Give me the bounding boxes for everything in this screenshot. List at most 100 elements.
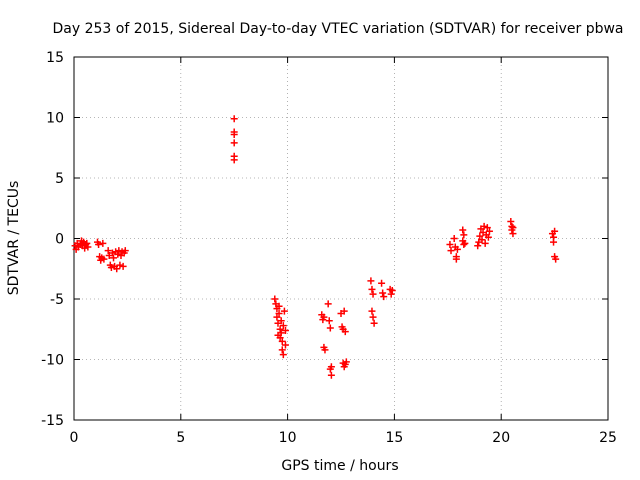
data-point bbox=[447, 247, 455, 255]
y-tick-label: 5 bbox=[55, 171, 64, 187]
data-point bbox=[484, 233, 492, 241]
data-point bbox=[387, 290, 395, 298]
data-point bbox=[324, 300, 332, 308]
x-tick-label: 5 bbox=[176, 430, 185, 446]
y-axis-label: SDTVAR / TECUs bbox=[6, 181, 22, 296]
x-axis-label: GPS time / hours bbox=[281, 458, 398, 474]
data-point bbox=[84, 243, 92, 251]
data-point bbox=[367, 277, 375, 285]
data-point bbox=[341, 328, 349, 336]
data-point bbox=[388, 287, 396, 295]
data-point bbox=[459, 226, 467, 234]
data-point bbox=[230, 115, 238, 123]
data-point bbox=[277, 329, 285, 337]
data-point bbox=[369, 290, 377, 298]
x-tick-label: 0 bbox=[70, 430, 79, 446]
y-tick-label: 0 bbox=[55, 232, 64, 248]
data-point bbox=[478, 236, 486, 244]
data-point bbox=[342, 358, 350, 366]
x-tick-label: 10 bbox=[279, 430, 297, 446]
data-point bbox=[340, 307, 348, 315]
x-axis-ticks: 0 5 10 15 20 25 bbox=[70, 57, 617, 446]
data-point bbox=[100, 255, 108, 263]
data-point bbox=[107, 264, 115, 272]
data-point bbox=[81, 244, 89, 252]
data-point bbox=[326, 324, 334, 332]
data-point bbox=[277, 317, 285, 325]
data-point bbox=[279, 322, 287, 330]
data-point bbox=[551, 227, 559, 235]
data-point bbox=[370, 319, 378, 327]
data-point bbox=[108, 249, 116, 257]
data-point bbox=[121, 247, 129, 255]
data-point bbox=[327, 371, 335, 379]
grid-lines bbox=[74, 57, 608, 420]
data-point bbox=[369, 313, 377, 321]
data-point bbox=[483, 224, 491, 232]
data-point bbox=[275, 310, 283, 318]
data-point bbox=[271, 295, 279, 303]
data-point bbox=[320, 313, 328, 321]
data-point bbox=[281, 326, 289, 334]
y-axis-ticks: -15 -10 -5 0 5 10 15 bbox=[41, 50, 608, 429]
data-point bbox=[476, 232, 484, 240]
y-tick-label: 10 bbox=[46, 111, 64, 127]
y-tick-label: 15 bbox=[46, 50, 64, 66]
data-point bbox=[280, 307, 288, 315]
data-point bbox=[552, 255, 560, 263]
chart-title: Day 253 of 2015, Sidereal Day-to-day VTE… bbox=[52, 21, 623, 37]
data-point bbox=[83, 239, 91, 247]
data-point bbox=[550, 238, 558, 246]
data-point bbox=[481, 239, 489, 247]
data-point bbox=[474, 242, 482, 250]
data-point bbox=[276, 334, 284, 342]
data-point bbox=[279, 351, 287, 359]
y-tick-label: -15 bbox=[41, 413, 64, 429]
data-point bbox=[480, 222, 488, 230]
data-point bbox=[460, 231, 468, 239]
data-point bbox=[104, 247, 112, 255]
data-point bbox=[507, 218, 515, 226]
data-point bbox=[230, 156, 238, 164]
data-point bbox=[509, 230, 517, 238]
x-tick-label: 20 bbox=[492, 430, 510, 446]
data-point bbox=[509, 224, 517, 232]
data-point bbox=[110, 254, 118, 262]
data-point bbox=[380, 293, 388, 301]
data-point bbox=[378, 279, 386, 287]
data-point bbox=[116, 261, 124, 269]
y-tick-label: -10 bbox=[41, 353, 64, 369]
data-point bbox=[452, 255, 460, 263]
data-point bbox=[446, 241, 454, 249]
data-point bbox=[453, 245, 461, 253]
data-point bbox=[278, 346, 286, 354]
data-point bbox=[73, 239, 81, 247]
x-tick-label: 15 bbox=[385, 430, 403, 446]
data-point bbox=[325, 317, 333, 325]
data-point bbox=[119, 262, 127, 270]
data-point bbox=[278, 337, 286, 345]
data-point bbox=[281, 341, 289, 349]
data-point bbox=[113, 265, 121, 273]
y-tick-label: -5 bbox=[50, 292, 64, 308]
data-point bbox=[321, 346, 329, 354]
data-point bbox=[275, 302, 283, 310]
data-point bbox=[95, 241, 103, 249]
data-point bbox=[273, 313, 281, 321]
data-point bbox=[485, 227, 493, 235]
data-point bbox=[99, 239, 107, 247]
data-points bbox=[71, 115, 560, 379]
x-tick-label: 25 bbox=[599, 430, 617, 446]
data-point bbox=[450, 235, 458, 242]
data-point bbox=[461, 239, 469, 247]
data-point bbox=[368, 307, 376, 315]
data-point bbox=[230, 139, 238, 147]
data-point bbox=[115, 247, 123, 255]
data-point bbox=[327, 363, 335, 371]
data-point bbox=[368, 285, 376, 293]
data-point bbox=[114, 250, 122, 258]
data-point bbox=[379, 289, 387, 297]
data-point bbox=[276, 325, 284, 333]
data-point bbox=[460, 241, 468, 249]
